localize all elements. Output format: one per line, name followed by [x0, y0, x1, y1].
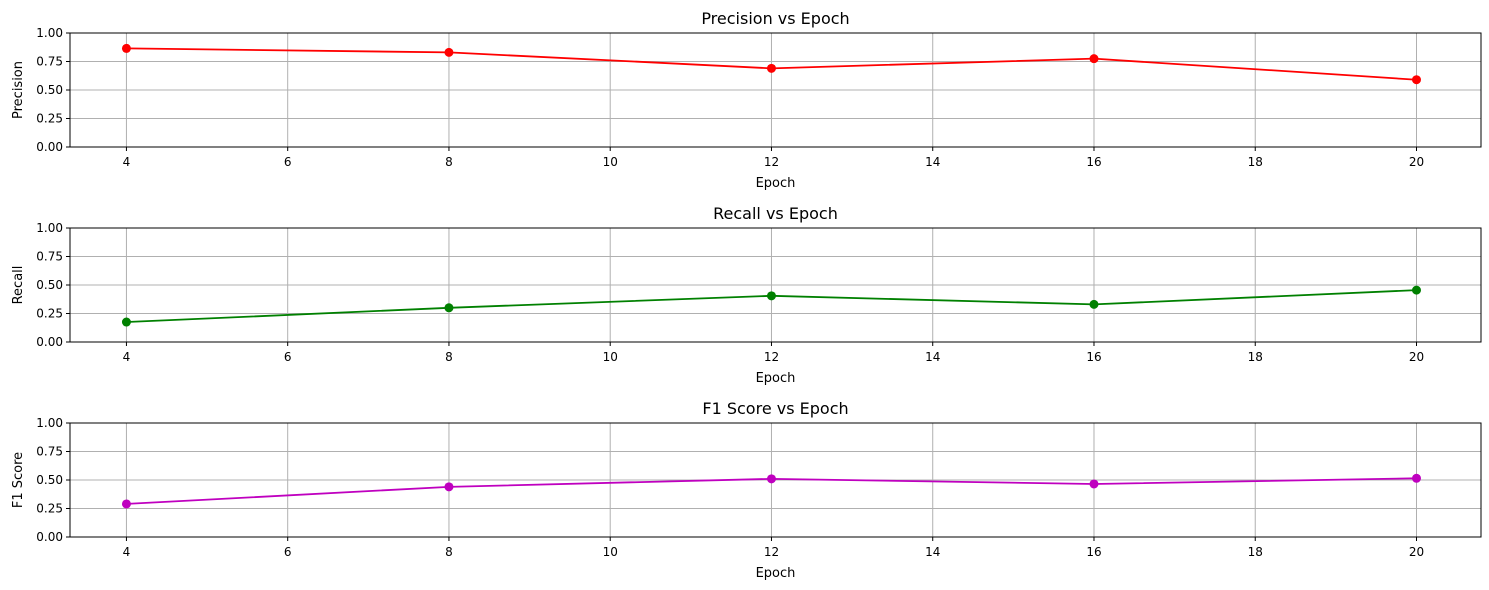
x-tick-label: 12 — [764, 545, 779, 559]
x-tick-label: 10 — [603, 350, 618, 364]
data-point — [444, 47, 454, 57]
data-point — [766, 63, 776, 73]
x-tick-label: 8 — [445, 545, 453, 559]
x-axis-label: Epoch — [756, 176, 796, 191]
data-point — [1411, 285, 1421, 295]
chart-title: F1 Score vs Epoch — [702, 399, 848, 418]
x-tick-label: 6 — [284, 545, 292, 559]
data-point — [444, 482, 454, 492]
data-point — [1411, 473, 1421, 483]
y-axis-label: Precision — [11, 61, 26, 119]
data-point — [444, 303, 454, 313]
data-point — [1089, 479, 1099, 489]
chart-title: Precision vs Epoch — [701, 9, 849, 28]
x-tick-label: 12 — [764, 350, 779, 364]
x-tick-label: 16 — [1086, 545, 1101, 559]
data-point — [121, 317, 131, 327]
y-tick-label: 0.25 — [36, 307, 63, 321]
x-tick-label: 18 — [1248, 155, 1263, 169]
chart-panel-2: 4 6 8 10 12 14 16 18 20 0.00 0.25 0.50 0.75 1.00 Recal… — [11, 204, 1482, 386]
y-tick-label: 0.25 — [36, 112, 63, 126]
y-tick-label: 0.00 — [36, 140, 63, 154]
chart-title: Recall vs Epoch — [713, 204, 838, 223]
chart-panel-3: 4 6 8 10 12 14 16 18 20 0.00 0.25 0.50 0.75 1.00 F1 Sc… — [11, 399, 1482, 581]
y-tick-label: 1.00 — [36, 416, 63, 430]
x-tick-label: 12 — [764, 155, 779, 169]
x-tick-label: 20 — [1409, 545, 1424, 559]
y-tick-label: 0.50 — [36, 83, 63, 97]
y-tick-label: 0.00 — [36, 335, 63, 349]
data-point — [1411, 75, 1421, 85]
y-tick-label: 0.50 — [36, 278, 63, 292]
y-axis-label: F1 Score — [11, 452, 26, 508]
y-tick-label: 0.50 — [36, 473, 63, 487]
chart-panel-1: 4 6 8 10 12 14 16 18 20 0.00 0.25 0.50 0.75 1.00 Preci… — [11, 9, 1482, 191]
y-tick-label: 1.00 — [36, 26, 63, 40]
x-tick-label: 6 — [284, 155, 292, 169]
x-tick-label: 20 — [1409, 350, 1424, 364]
x-tick-label: 10 — [603, 545, 618, 559]
data-point — [121, 43, 131, 53]
x-tick-label: 14 — [925, 545, 940, 559]
x-tick-label: 6 — [284, 350, 292, 364]
x-tick-label: 18 — [1248, 545, 1263, 559]
x-tick-label: 16 — [1086, 350, 1101, 364]
x-tick-label: 4 — [123, 155, 131, 169]
y-tick-label: 0.25 — [36, 502, 63, 516]
y-tick-label: 1.00 — [36, 221, 63, 235]
data-point — [766, 291, 776, 301]
data-point — [121, 499, 131, 509]
x-tick-label: 14 — [925, 155, 940, 169]
x-tick-label: 14 — [925, 350, 940, 364]
x-tick-label: 10 — [603, 155, 618, 169]
x-axis-label: Epoch — [756, 566, 796, 581]
x-tick-label: 18 — [1248, 350, 1263, 364]
x-tick-label: 16 — [1086, 155, 1101, 169]
x-tick-label: 8 — [445, 155, 453, 169]
y-tick-label: 0.75 — [36, 250, 63, 264]
y-tick-label: 0.75 — [36, 445, 63, 459]
x-tick-label: 4 — [123, 350, 131, 364]
data-point — [1089, 299, 1099, 309]
x-axis-label: Epoch — [756, 371, 796, 386]
y-tick-label: 0.75 — [36, 55, 63, 69]
x-tick-label: 4 — [123, 545, 131, 559]
y-axis-label: Recall — [11, 266, 26, 305]
x-tick-label: 20 — [1409, 155, 1424, 169]
data-point — [1089, 54, 1099, 64]
data-point — [766, 474, 776, 484]
x-tick-label: 8 — [445, 350, 453, 364]
y-tick-label: 0.00 — [36, 530, 63, 544]
